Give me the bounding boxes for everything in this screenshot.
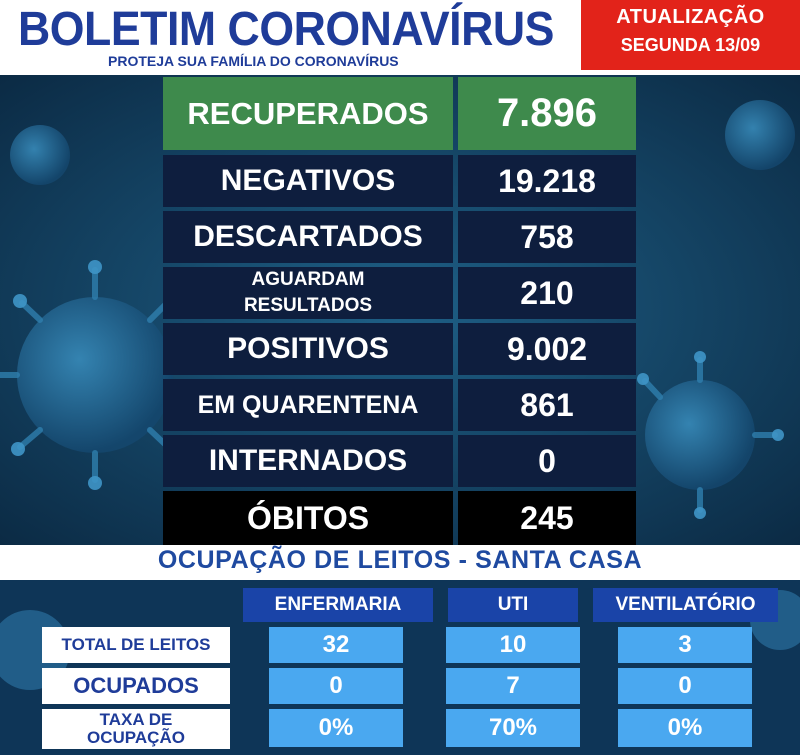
stat-label-quarentena: EM QUARENTENA bbox=[163, 379, 453, 431]
stat-label-obitos: ÓBITOS bbox=[163, 491, 453, 545]
stat-value-negativos: 19.218 bbox=[458, 155, 636, 207]
stat-value-recuperados: 7.896 bbox=[458, 77, 636, 150]
stat-label-aguardam-line2: RESULTADOS bbox=[243, 295, 373, 316]
column-header-enfermaria: ENFERMARIA bbox=[243, 588, 433, 622]
row-label-taxa-ocupacao: TAXA DE OCUPAÇÃO bbox=[42, 709, 230, 749]
update-label: ATUALIZAÇÃO bbox=[616, 6, 765, 28]
stat-label-aguardam: AGUARDAM RESULTADOS bbox=[163, 267, 453, 319]
cell-taxa-ventilatorio: 0% bbox=[618, 709, 752, 747]
cell-total-ventilatorio: 3 bbox=[618, 627, 752, 663]
stat-value-positivos: 9.002 bbox=[458, 323, 636, 375]
cell-taxa-enfermaria: 0% bbox=[269, 709, 403, 747]
column-header-uti: UTI bbox=[448, 588, 578, 622]
stat-label-positivos: POSITIVOS bbox=[163, 323, 453, 375]
page-title: BOLETIM CORONAVÍRUS bbox=[18, 3, 554, 56]
cell-ocupados-ventilatorio: 0 bbox=[618, 668, 752, 704]
update-date: SEGUNDA 13/09 bbox=[620, 35, 761, 55]
column-header-ventilatorio: VENTILATÓRIO bbox=[593, 588, 778, 622]
row-label-taxa-line1: TAXA DE bbox=[99, 710, 173, 729]
cell-ocupados-uti: 7 bbox=[446, 668, 580, 704]
stat-label-negativos: NEGATIVOS bbox=[163, 155, 453, 207]
stat-value-quarentena: 861 bbox=[458, 379, 636, 431]
stat-label-recuperados: RECUPERADOS bbox=[163, 77, 453, 150]
hospital-title-band bbox=[0, 545, 800, 580]
stat-value-descartados: 758 bbox=[458, 211, 636, 263]
row-label-ocupados: OCUPADOS bbox=[42, 668, 230, 704]
cell-ocupados-enfermaria: 0 bbox=[269, 668, 403, 704]
stat-value-obitos: 245 bbox=[458, 491, 636, 545]
cell-total-uti: 10 bbox=[446, 627, 580, 663]
stat-value-aguardam: 210 bbox=[458, 267, 636, 319]
stat-label-aguardam-line1: AGUARDAM bbox=[251, 269, 365, 290]
stat-value-internados: 0 bbox=[458, 435, 636, 487]
stat-label-descartados: DESCARTADOS bbox=[163, 211, 453, 263]
page-subtitle: PROTEJA SUA FAMÍLIA DO CORONAVÍRUS bbox=[108, 53, 399, 69]
update-badge: ATUALIZAÇÃO SEGUNDA 13/09 bbox=[581, 0, 800, 70]
row-label-taxa-line2: OCUPAÇÃO bbox=[87, 728, 185, 747]
cell-total-enfermaria: 32 bbox=[269, 627, 403, 663]
row-label-total-leitos: TOTAL DE LEITOS bbox=[42, 627, 230, 663]
cell-taxa-uti: 70% bbox=[446, 709, 580, 747]
hospital-title: OCUPAÇÃO DE LEITOS - SANTA CASA bbox=[157, 546, 643, 574]
stat-label-internados: INTERNADOS bbox=[163, 435, 453, 487]
